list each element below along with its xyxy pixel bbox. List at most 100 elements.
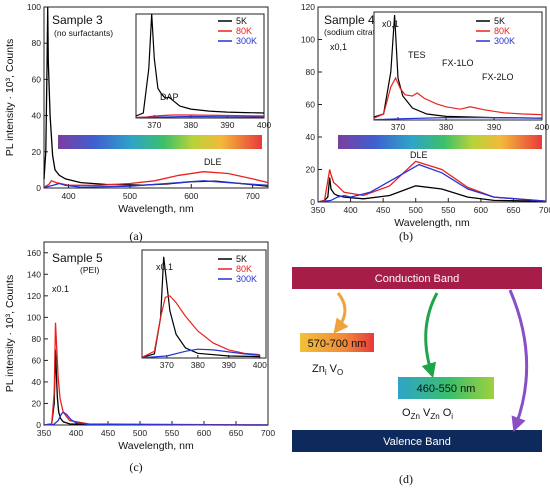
x-axis-label: Wavelength, nm bbox=[394, 217, 470, 229]
inset-x-tick-label: 370 bbox=[147, 120, 161, 130]
caption: (b) bbox=[399, 229, 413, 243]
x-tick-label: 500 bbox=[123, 191, 137, 201]
panel-b: 350 400 450 500 550 600 650 700 0 20 40 60 80 100 120 W… bbox=[301, 2, 550, 243]
y-axis-label: PL intensity · 10³, Counts bbox=[4, 39, 16, 157]
x-tick-label: 700 bbox=[246, 191, 260, 201]
sample-sublabel: (sodium citrate) bbox=[324, 27, 383, 37]
caption: (c) bbox=[129, 460, 142, 474]
inset-x-tick-label: 370 bbox=[391, 122, 405, 132]
series-line-5K bbox=[43, 349, 269, 426]
inset-plot: 370 380 390 400 x0,1 TES FX-1LO FX-2LO bbox=[373, 11, 549, 132]
sample-label: Sample 3 bbox=[52, 13, 103, 27]
sample-sublabel: (no surfactants) bbox=[54, 28, 113, 38]
x-tick-label: 550 bbox=[441, 205, 455, 215]
annotation: DLE bbox=[204, 157, 222, 167]
series-line-5K bbox=[317, 177, 547, 203]
y-tick-label: 100 bbox=[301, 35, 315, 45]
x-tick-label: 400 bbox=[61, 191, 75, 201]
arrow-green bbox=[421, 292, 439, 379]
y-tick-label: 40 bbox=[32, 377, 42, 387]
y-tick-label: 20 bbox=[306, 165, 316, 175]
inset-plot: 370 380 390 400 x0.1 bbox=[141, 249, 267, 370]
inset-series-line-300K bbox=[141, 348, 260, 359]
inset-series-line-5K bbox=[135, 13, 265, 117]
defect-level-1 bbox=[300, 333, 374, 352]
y-tick-label: 100 bbox=[27, 2, 41, 12]
defect-level-2 bbox=[398, 377, 494, 399]
defect-level-1-species: Zni VO bbox=[312, 363, 343, 377]
x-tick-label: 500 bbox=[133, 428, 147, 438]
legend-label-5K: 5K bbox=[236, 254, 247, 264]
y-tick-label: 0 bbox=[310, 197, 315, 207]
defect-level-2-species: OZn VZn Oi bbox=[402, 407, 453, 421]
inset-frame bbox=[135, 13, 265, 119]
inset-x-tick-label: 370 bbox=[160, 360, 174, 370]
conduction-band-label: Conduction Band bbox=[375, 273, 459, 285]
x-tick-label: 550 bbox=[165, 428, 179, 438]
sample-label: Sample 4 bbox=[324, 13, 375, 27]
x-tick-label: 400 bbox=[69, 428, 83, 438]
caption: (a) bbox=[129, 229, 142, 243]
series-line-80K bbox=[43, 171, 269, 188]
x-tick-label: 650 bbox=[506, 205, 520, 215]
series-line-80K bbox=[43, 322, 269, 426]
caption-d: (d) bbox=[399, 472, 413, 486]
inset-plot: 370 380 390 400 DAP bbox=[135, 13, 271, 130]
sample-label: Sample 5 bbox=[52, 251, 103, 265]
x-tick-label: 450 bbox=[101, 428, 115, 438]
y-tick-label: 60 bbox=[32, 355, 42, 365]
y-tick-label: 40 bbox=[32, 111, 42, 121]
inset-x-tick-label: 390 bbox=[487, 122, 501, 132]
legend-label-80K: 80K bbox=[236, 26, 252, 36]
inset-frame bbox=[373, 11, 543, 121]
series-line-300K bbox=[43, 411, 269, 426]
series-line-300K bbox=[43, 180, 269, 189]
inset-series-line-300K bbox=[135, 115, 265, 119]
y-tick-label: 40 bbox=[306, 132, 316, 142]
y-tick-label: 80 bbox=[306, 67, 316, 77]
x-tick-label: 700 bbox=[539, 205, 550, 215]
inset-x-tick-label: 380 bbox=[191, 360, 205, 370]
valence-band-label: Valence Band bbox=[383, 436, 451, 448]
annotation: DLE bbox=[410, 150, 428, 160]
x-tick-label: 600 bbox=[474, 205, 488, 215]
x-tick-label: 600 bbox=[184, 191, 198, 201]
defect-level-2-label: 460-550 nm bbox=[417, 383, 476, 395]
inset-x-tick-label: 400 bbox=[253, 360, 267, 370]
defect-level-1-label: 570-700 nm bbox=[308, 338, 367, 350]
y-tick-label: 120 bbox=[301, 2, 315, 12]
y-tick-label: 20 bbox=[32, 398, 42, 408]
inset-annotation: FX-1LO bbox=[442, 58, 474, 68]
inset-annotation: TES bbox=[408, 50, 426, 60]
x-tick-label: 450 bbox=[376, 205, 390, 215]
x-tick-label: 600 bbox=[197, 428, 211, 438]
legend-label-80K: 80K bbox=[236, 264, 252, 274]
y-tick-label: 80 bbox=[32, 38, 42, 48]
y-tick-label: 60 bbox=[306, 100, 316, 110]
valence-band bbox=[292, 430, 542, 452]
x-tick-label: 500 bbox=[409, 205, 423, 215]
y-axis-label: PL intensity · 10³, Counts bbox=[4, 275, 16, 393]
y-tick-label: 60 bbox=[32, 74, 42, 84]
series-line-300K bbox=[317, 163, 547, 203]
legend-label-300K: 300K bbox=[236, 274, 257, 284]
inset-series-line-80K bbox=[141, 295, 260, 358]
inset-series-line-300K bbox=[373, 117, 543, 121]
y-tick-label: 80 bbox=[32, 334, 42, 344]
inset-annotation: FX-2LO bbox=[482, 72, 514, 82]
annotation: x0.1 bbox=[52, 284, 69, 294]
inset-x-tick-label: 380 bbox=[439, 122, 453, 132]
inset-annotation: x0,1 bbox=[382, 19, 399, 29]
y-tick-label: 160 bbox=[27, 248, 41, 258]
inset-x-tick-label: 390 bbox=[220, 120, 234, 130]
x-tick-label: 400 bbox=[343, 205, 357, 215]
legend-label-300K: 300K bbox=[236, 36, 257, 46]
x-axis-label: Wavelength, nm bbox=[118, 203, 194, 215]
inset-annotation: x0.1 bbox=[156, 262, 173, 272]
inset-x-tick-label: 400 bbox=[535, 122, 549, 132]
x-tick-label: 650 bbox=[229, 428, 243, 438]
panel-d-energy-diagram: Conduction Band Valence Band 570-700 nm … bbox=[292, 267, 542, 486]
y-tick-label: 0 bbox=[36, 183, 41, 193]
legend-label-80K: 80K bbox=[494, 26, 510, 36]
